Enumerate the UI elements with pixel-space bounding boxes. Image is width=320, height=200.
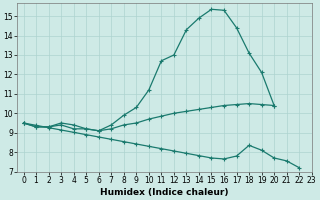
X-axis label: Humidex (Indice chaleur): Humidex (Indice chaleur) [100,188,229,197]
